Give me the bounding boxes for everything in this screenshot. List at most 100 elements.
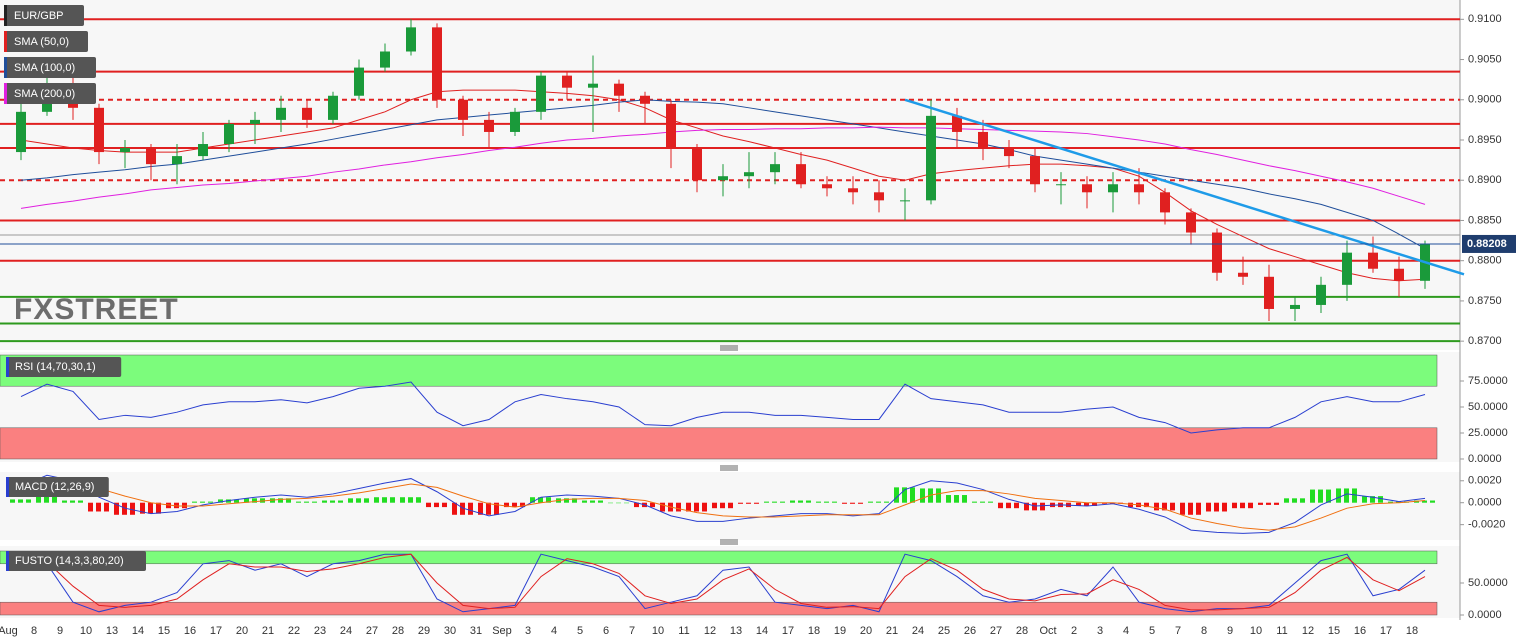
histogram-bar: [416, 497, 421, 503]
histogram-bar: [1032, 502, 1037, 511]
histogram-bar: [972, 501, 977, 503]
histogram-bar: [910, 487, 915, 503]
x-tick-label: 26: [964, 625, 976, 637]
histogram-bar: [148, 502, 153, 514]
histogram-bar: [1248, 502, 1253, 509]
histogram-bar: [400, 497, 405, 503]
histogram-bar: [598, 500, 603, 503]
x-tick-label: 17: [1380, 625, 1392, 637]
x-tick-label: 14: [132, 625, 144, 637]
histogram-bar: [192, 501, 197, 503]
histogram-bar: [790, 500, 795, 503]
y-tick-label: 50.0000: [1468, 401, 1508, 413]
histogram-bar: [218, 499, 223, 503]
trendline: [904, 98, 1465, 276]
candle-body: [328, 95, 338, 120]
histogram-bar: [356, 498, 361, 503]
histogram-bar: [564, 498, 569, 503]
y-tick-label: 0.9050: [1468, 53, 1502, 65]
last-value-box: [1462, 234, 1516, 253]
panel-title-swatch: [6, 477, 9, 497]
x-tick-label: 3: [1097, 625, 1103, 637]
candle-body: [1394, 268, 1404, 281]
x-tick-label: 11: [1276, 625, 1287, 637]
candle-body: [172, 156, 182, 165]
histogram-bar: [858, 502, 863, 504]
legend-swatch: [4, 57, 7, 78]
x-tick-label: 27: [366, 625, 378, 637]
indicator-line: [20, 381, 1426, 434]
x-tick-label: 24: [912, 625, 924, 637]
candle-body: [614, 83, 624, 96]
candle-body: [1030, 156, 1040, 185]
y-tick-label: 50.0000: [1468, 577, 1508, 589]
candle-body: [822, 184, 832, 189]
histogram-bar: [1274, 502, 1279, 505]
histogram-bar: [832, 501, 837, 503]
x-tick-label: 31: [470, 625, 482, 637]
sma-line: [20, 126, 1426, 209]
histogram-bar: [478, 502, 483, 515]
indicator-line: [20, 474, 1426, 534]
x-tick-label: 30: [444, 625, 456, 637]
histogram-bar: [894, 487, 899, 503]
histogram-bar: [780, 501, 785, 503]
x-tick-label: 13: [106, 625, 118, 637]
histogram-bar: [166, 502, 171, 509]
histogram-bar: [998, 502, 1003, 509]
histogram-bar: [1396, 501, 1401, 503]
histogram-bar: [252, 498, 257, 503]
histogram-bar: [322, 500, 327, 503]
x-tick-label: 19: [834, 625, 846, 637]
candle-body: [354, 67, 364, 96]
panel-background: [0, 0, 1460, 350]
y-tick-label: 0.8900: [1468, 174, 1502, 186]
histogram-bar: [70, 500, 75, 503]
y-tick-label: 0.9100: [1468, 13, 1502, 25]
x-tick-label: 7: [1175, 625, 1181, 637]
histogram-bar: [44, 493, 49, 503]
sma-line: [20, 99, 1426, 250]
candle-body: [432, 27, 442, 100]
histogram-bar: [876, 501, 881, 503]
histogram-bar: [10, 499, 15, 503]
histogram-bar: [1162, 502, 1167, 511]
histogram-bar: [1240, 502, 1245, 509]
histogram-bar: [1318, 489, 1323, 503]
legend-box: [4, 57, 96, 78]
histogram-bar: [816, 501, 821, 503]
histogram-bar: [616, 502, 621, 504]
x-tick-label: 15: [1328, 625, 1340, 637]
histogram-bar: [130, 502, 135, 515]
panel-title-box: [6, 551, 146, 571]
zone: [0, 354, 1438, 387]
x-tick-label: 28: [1016, 625, 1028, 637]
candle-body: [588, 83, 598, 88]
histogram-bar: [1014, 502, 1019, 509]
zone: [0, 427, 1438, 460]
histogram-bar: [1292, 498, 1297, 503]
y-tick-label: -0.0020: [1468, 519, 1505, 531]
histogram-bar: [694, 502, 699, 512]
histogram-bar: [1110, 502, 1115, 504]
histogram-bar: [1326, 489, 1331, 503]
x-tick-label: 9: [57, 625, 63, 637]
x-tick-label: 10: [1250, 625, 1262, 637]
x-tick-label: Aug: [0, 625, 18, 637]
histogram-bar: [208, 501, 213, 503]
histogram-bar: [156, 502, 161, 514]
candle-body: [536, 75, 546, 112]
histogram-bar: [1144, 502, 1149, 508]
histogram-bar: [1388, 501, 1393, 503]
x-tick-label: 12: [1302, 625, 1314, 637]
histogram-bar: [78, 500, 83, 503]
histogram-bar: [1362, 496, 1367, 503]
x-tick-label: 18: [808, 625, 820, 637]
candle-body: [1134, 184, 1144, 193]
histogram-bar: [764, 501, 769, 503]
panel-title-box: [6, 357, 122, 377]
histogram-bar: [1266, 502, 1271, 505]
histogram-bar: [1180, 502, 1185, 515]
histogram-bar: [364, 498, 369, 503]
histogram-bar: [452, 502, 457, 515]
